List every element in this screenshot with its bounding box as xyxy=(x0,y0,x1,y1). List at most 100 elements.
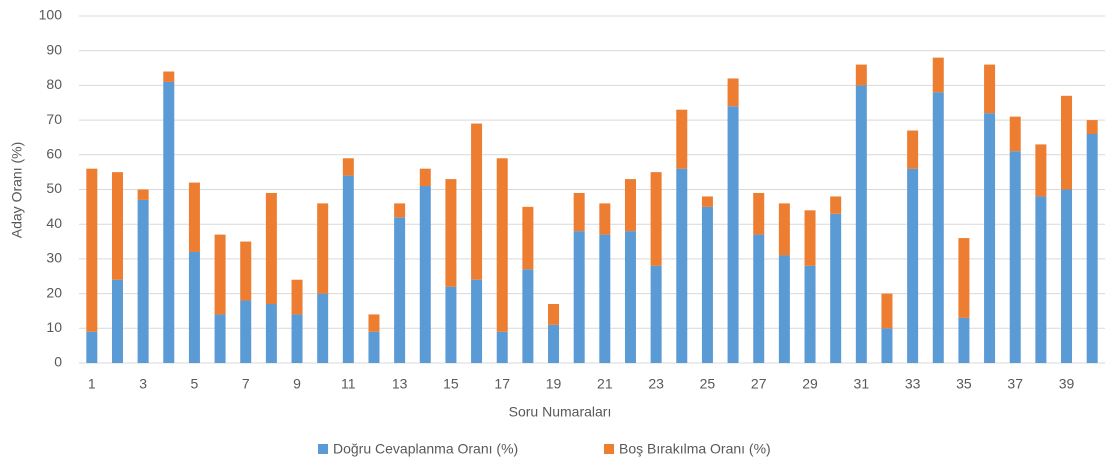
bar-segment xyxy=(368,331,380,363)
x-tick-label: 37 xyxy=(1007,376,1023,392)
legend-swatch xyxy=(604,444,614,454)
bar-segment xyxy=(984,113,996,363)
bar-segment xyxy=(1061,95,1073,190)
y-tick-label: 20 xyxy=(46,284,62,300)
legend-swatch xyxy=(318,444,328,454)
y-tick-label: 90 xyxy=(46,41,62,57)
bar-segment xyxy=(214,234,226,315)
x-tick-label: 5 xyxy=(191,376,199,392)
bar-segment xyxy=(958,317,970,363)
bar-segment xyxy=(163,81,175,364)
bar-segment xyxy=(701,196,713,207)
y-tick-label: 50 xyxy=(46,180,62,196)
bar-segment xyxy=(522,206,534,270)
bar-segment xyxy=(650,172,662,266)
bar-segment xyxy=(650,265,662,363)
bar-segment xyxy=(419,168,431,187)
bar-segment xyxy=(1009,151,1021,363)
x-tick-label: 25 xyxy=(700,376,716,392)
x-tick-label: 31 xyxy=(854,376,870,392)
x-tick-label: 35 xyxy=(956,376,972,392)
y-axis-title: Aday Oranı (%) xyxy=(9,142,25,238)
bar-segment xyxy=(86,331,98,363)
bar-segment xyxy=(573,231,585,363)
bar-segment xyxy=(342,158,354,176)
x-tick-label: 39 xyxy=(1059,376,1075,392)
bar-segment xyxy=(265,304,277,363)
bar-segment xyxy=(932,92,944,363)
bar-segment xyxy=(573,192,585,232)
y-tick-label: 70 xyxy=(46,111,62,127)
bar-segment xyxy=(471,279,483,363)
bar-segment xyxy=(701,206,713,363)
bar-segment xyxy=(188,182,200,252)
y-tick-label: 40 xyxy=(46,215,62,231)
bar-segment xyxy=(1086,120,1098,134)
bar-segment xyxy=(137,189,149,200)
bar-segment xyxy=(753,234,765,363)
bar-segment xyxy=(394,217,406,363)
x-tick-label: 19 xyxy=(546,376,562,392)
bar-segment xyxy=(265,192,277,305)
bar-segment xyxy=(1009,116,1021,152)
bar-segment xyxy=(342,175,354,363)
y-tick-label: 30 xyxy=(46,250,62,266)
y-tick-label: 0 xyxy=(54,354,62,370)
x-tick-label: 33 xyxy=(905,376,921,392)
bar-segment xyxy=(881,328,893,363)
bar-segment xyxy=(111,279,123,363)
bar-segment xyxy=(86,168,98,332)
bar-segment xyxy=(804,210,816,266)
bar-segment xyxy=(163,71,175,82)
bar-segment xyxy=(368,314,380,332)
bar-segment xyxy=(958,238,970,318)
bar-segment xyxy=(291,314,303,363)
bar-segment xyxy=(907,130,919,169)
bar-segment xyxy=(676,109,688,169)
bar-segment xyxy=(317,203,329,294)
bar-segment xyxy=(111,172,123,280)
bar-segment xyxy=(548,324,560,363)
bar-segment xyxy=(778,203,790,256)
x-tick-label: 21 xyxy=(597,376,613,392)
bar-segment xyxy=(753,192,765,235)
bar-segment xyxy=(804,265,816,363)
bar-segment xyxy=(445,286,457,363)
y-tick-label: 60 xyxy=(46,146,62,162)
x-tick-label: 15 xyxy=(443,376,459,392)
x-tick-label: 7 xyxy=(242,376,250,392)
y-tick-label: 100 xyxy=(39,7,63,23)
bar-segment xyxy=(676,168,688,363)
bar-segment xyxy=(855,85,867,364)
bar-segment xyxy=(932,57,944,93)
bar-segment xyxy=(855,64,867,86)
x-tick-label: 27 xyxy=(751,376,767,392)
bar-segment xyxy=(548,304,560,325)
bar-segment xyxy=(624,179,636,232)
bar-segment xyxy=(830,213,842,363)
bar-segment xyxy=(214,314,226,363)
bar-segment xyxy=(317,293,329,363)
bar-segment xyxy=(394,203,406,218)
x-tick-label: 3 xyxy=(139,376,147,392)
bar-segment xyxy=(522,269,534,363)
bar-segment xyxy=(881,293,893,329)
x-tick-label: 11 xyxy=(341,376,356,392)
legend-label: Doğru Cevaplanma Oranı (%) xyxy=(333,441,518,457)
bar-segment xyxy=(240,300,252,363)
bar-segment xyxy=(830,196,842,214)
x-tick-label: 13 xyxy=(392,376,408,392)
bar-segment xyxy=(624,231,636,363)
x-tick-label: 1 xyxy=(88,376,96,392)
bar-segment xyxy=(1035,196,1047,363)
y-tick-label: 10 xyxy=(46,319,62,335)
bar-segment xyxy=(984,64,996,114)
bar-segment xyxy=(471,123,483,280)
bar-segment xyxy=(188,251,200,363)
x-axis-title: Soru Numaraları xyxy=(509,404,612,420)
x-tick-label: 29 xyxy=(802,376,818,392)
x-tick-label: 23 xyxy=(648,376,664,392)
bar-segment xyxy=(419,186,431,363)
bar-segment xyxy=(291,279,303,315)
